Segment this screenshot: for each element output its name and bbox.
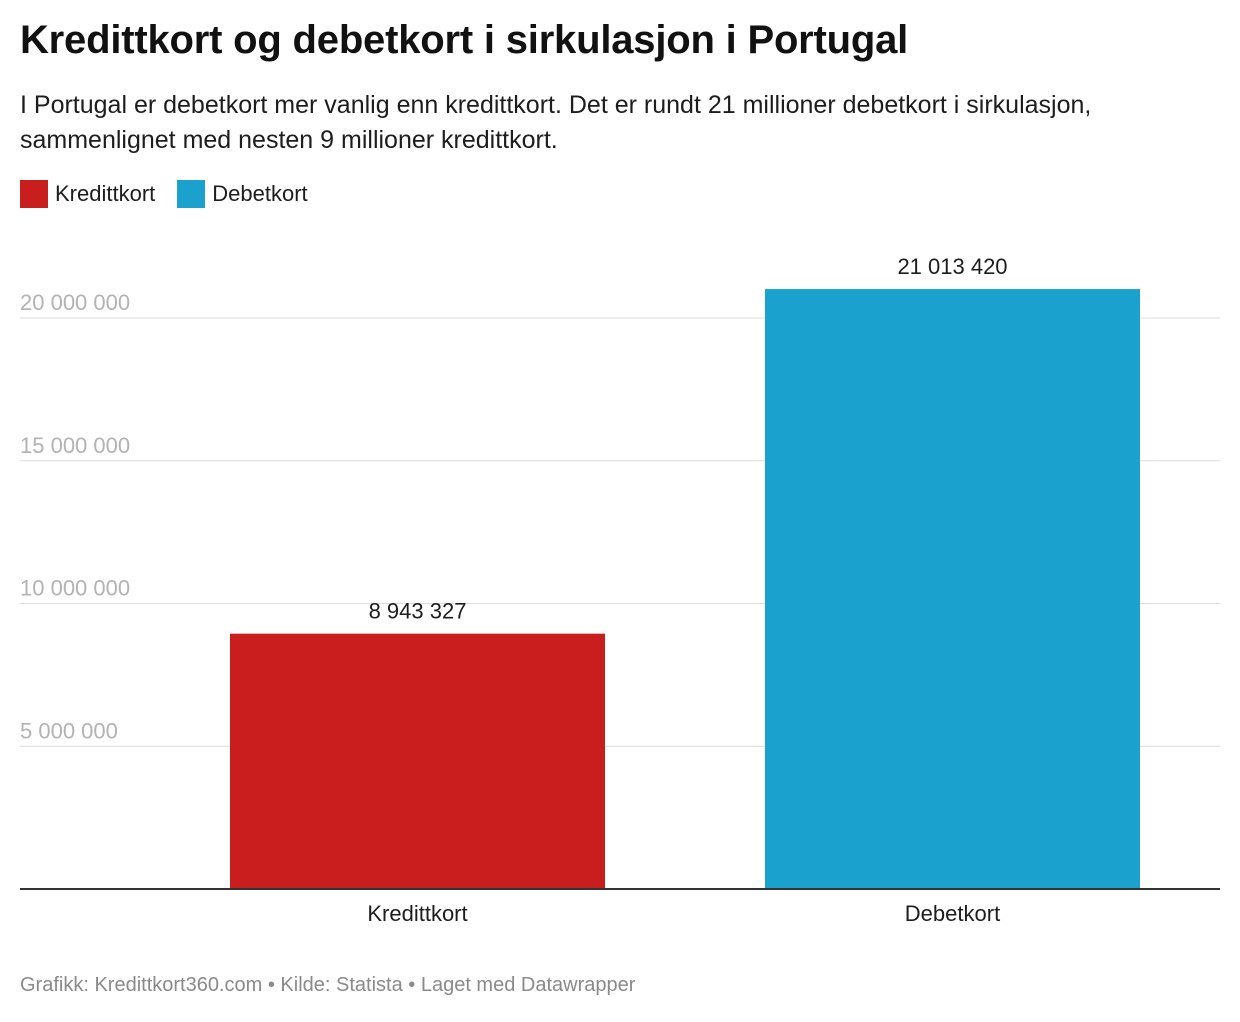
bar-value-label: 8 943 327 (369, 599, 467, 624)
legend-swatch-debetkort (177, 180, 206, 208)
y-tick-label: 5 000 000 (20, 718, 118, 743)
bar-value-label: 21 013 420 (897, 254, 1007, 279)
legend-label-kredittkort: Kredittkort (55, 181, 156, 206)
bar-chart: 5 000 000 10 000 000 15 000 000 20 000 000 8… (20, 254, 1220, 926)
bar-kredittkort (230, 633, 605, 889)
legend-item-kredittkort: Kredittkort (20, 180, 155, 208)
x-category-label: Kredittkort (367, 901, 467, 926)
chart-subtitle: I Portugal er debetkort mer vanlig enn k… (20, 91, 1092, 154)
y-tick-label: 15 000 000 (20, 433, 130, 458)
bar-debetkort (765, 289, 1140, 889)
legend-label-debetkort: Debetkort (212, 181, 308, 206)
footer-credits: Grafikk: Kredittkort360.com • Kilde: Sta… (20, 974, 636, 996)
x-category-label: Debetkort (905, 901, 1000, 926)
chart-title: Kredittkort og debetkort i sirkulasjon i… (20, 18, 909, 62)
y-tick-label: 20 000 000 (20, 290, 130, 315)
legend-swatch-kredittkort (20, 180, 48, 208)
legend-item-debetkort: Debetkort (177, 180, 308, 208)
y-tick-label: 10 000 000 (20, 576, 130, 601)
legend: Kredittkort Debetkort (20, 180, 330, 208)
